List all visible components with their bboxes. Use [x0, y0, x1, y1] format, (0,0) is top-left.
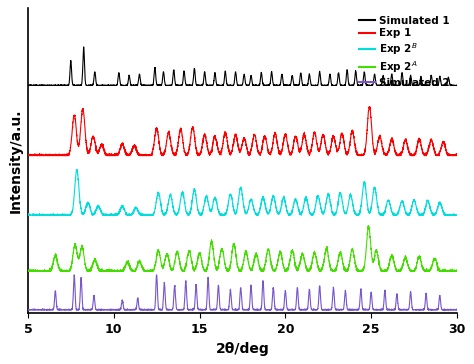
Y-axis label: Intensity/a.u.: Intensity/a.u. — [9, 108, 22, 213]
X-axis label: 2θ/deg: 2θ/deg — [216, 342, 269, 356]
Legend: Simulated 1, Exp 1, Exp 2$^B$, Exp 2$^A$, Simulated 2: Simulated 1, Exp 1, Exp 2$^B$, Exp 2$^A$… — [357, 13, 452, 90]
